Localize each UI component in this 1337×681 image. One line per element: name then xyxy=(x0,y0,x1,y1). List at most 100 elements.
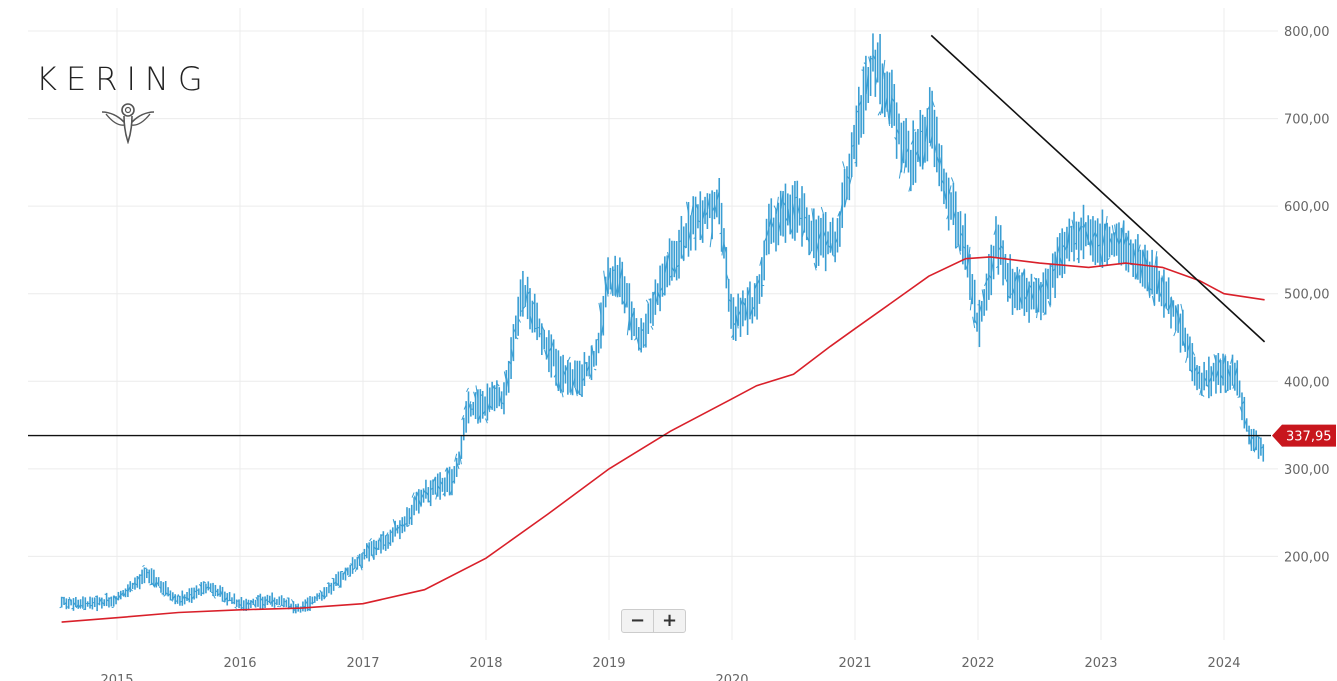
price-tick xyxy=(693,237,696,239)
price-tick xyxy=(1088,240,1092,248)
price-tick xyxy=(671,267,675,273)
price-tick xyxy=(399,524,403,527)
price-tick xyxy=(317,594,320,597)
price-tick xyxy=(1121,220,1125,238)
price-tick xyxy=(1241,400,1245,405)
price-tick xyxy=(314,597,318,599)
price-tick xyxy=(783,202,786,207)
price-tick xyxy=(1128,242,1132,247)
price-tick xyxy=(113,595,117,600)
price-tick xyxy=(849,176,853,185)
price-tick xyxy=(395,526,398,532)
price-tick xyxy=(291,599,294,604)
price-tick xyxy=(643,343,647,347)
price-tick xyxy=(456,462,460,470)
price-tick xyxy=(262,603,266,607)
price-tick xyxy=(118,594,122,600)
price-tick xyxy=(572,377,576,387)
price-tick xyxy=(984,281,987,287)
price-tick xyxy=(1156,276,1160,295)
price-tick xyxy=(397,526,401,529)
price-tick xyxy=(1005,279,1009,284)
price-tick xyxy=(650,325,654,330)
price-tick xyxy=(934,141,938,154)
price-tick xyxy=(277,605,280,608)
price-tick xyxy=(484,418,488,424)
price-tick xyxy=(1215,368,1219,378)
price-tick xyxy=(239,603,242,607)
price-tick xyxy=(116,597,119,601)
price-tick xyxy=(835,237,838,244)
price-tick xyxy=(1232,382,1236,389)
price-tick xyxy=(246,601,249,605)
price-tick xyxy=(1196,370,1200,375)
price-tick xyxy=(712,206,715,212)
price-tick xyxy=(198,584,202,587)
price-tick xyxy=(59,606,62,609)
price-tick xyxy=(501,402,505,405)
price-tick xyxy=(969,292,973,311)
price-tick xyxy=(953,211,957,221)
price-tick xyxy=(1026,284,1030,298)
x-tick-label: 2024 xyxy=(1207,656,1240,671)
price-tick xyxy=(581,377,585,382)
price-tick xyxy=(906,147,909,153)
price-tick xyxy=(475,385,479,399)
price-tick xyxy=(411,492,415,498)
y-tick-label: 300,00 xyxy=(1284,463,1330,478)
price-tick xyxy=(430,487,434,490)
price-tick xyxy=(78,604,82,609)
zoom-in-button[interactable]: + xyxy=(653,610,685,632)
price-tick xyxy=(442,492,446,496)
price-tick xyxy=(525,288,529,304)
price-tick xyxy=(529,316,533,327)
price-tick xyxy=(260,598,264,602)
price-tick xyxy=(560,388,564,398)
price-tick xyxy=(510,349,514,361)
current-price-badge: 337,95 xyxy=(1272,424,1336,447)
price-tick xyxy=(205,585,209,589)
price-tick xyxy=(842,161,846,169)
price-tick xyxy=(790,228,794,236)
price-tick xyxy=(698,220,701,223)
price-tick xyxy=(981,289,985,302)
price-tick xyxy=(766,227,770,237)
price-tick xyxy=(425,491,429,496)
trend-line xyxy=(930,34,1266,343)
price-tick xyxy=(468,401,472,409)
price-tick xyxy=(371,553,375,561)
price-tick xyxy=(437,485,441,490)
price-tick xyxy=(449,489,453,496)
price-tick xyxy=(1168,302,1172,310)
kering-logo-text: KERING xyxy=(36,60,212,98)
price-tick xyxy=(227,599,230,602)
zoom-out-button[interactable]: − xyxy=(629,610,646,631)
price-tick xyxy=(440,481,443,485)
price-tick xyxy=(889,94,893,119)
price-tick xyxy=(201,592,204,595)
price-tick xyxy=(153,580,157,588)
price-tick xyxy=(1258,436,1262,440)
price-tick xyxy=(702,207,706,220)
price-tick xyxy=(357,554,361,561)
price-tick xyxy=(1090,239,1094,249)
price-tick xyxy=(383,544,387,547)
price-tick xyxy=(655,294,659,305)
price-tick xyxy=(404,522,408,525)
price-tick xyxy=(1220,375,1224,380)
price-tick xyxy=(423,490,427,494)
price-tick xyxy=(451,480,455,483)
price-tick xyxy=(184,596,188,600)
price-tick xyxy=(759,257,763,266)
price-tick xyxy=(799,217,803,220)
price-tick xyxy=(974,320,978,326)
price-tick xyxy=(1092,231,1096,237)
price-tick xyxy=(688,229,692,241)
price-tick xyxy=(806,236,810,243)
price-tick xyxy=(1237,396,1240,399)
price-tick xyxy=(527,290,531,295)
price-tick xyxy=(903,157,907,174)
price-tick xyxy=(428,499,432,503)
price-tick xyxy=(563,370,566,377)
price-tick xyxy=(1244,419,1248,427)
